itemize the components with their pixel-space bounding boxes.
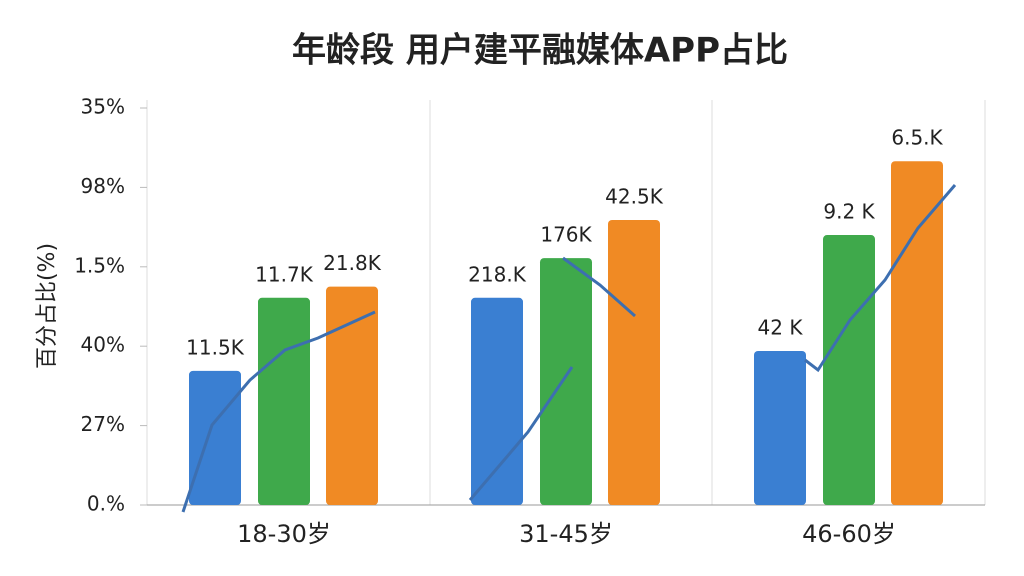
trend-lines	[181, 184, 957, 513]
y-tick-label: 0.%	[87, 492, 125, 516]
x-tick-label: 18-30岁	[237, 520, 331, 548]
x-tick-label: 46-60岁	[802, 520, 896, 548]
trend-line	[562, 256, 636, 318]
bar	[823, 235, 875, 506]
trend-line	[804, 184, 957, 373]
y-tick-label: 35%	[81, 95, 125, 119]
bar	[189, 370, 241, 505]
bar-annotation: 6.5.K	[891, 126, 943, 150]
bar	[471, 297, 523, 505]
bar-annotation: 11.5K	[186, 335, 245, 359]
bar-annotation: 42.5K	[605, 184, 664, 208]
y-axis-label: 百分占比(%)	[35, 243, 60, 369]
trend-line	[468, 366, 574, 501]
separators	[146, 100, 986, 505]
bar-annotation: 42 K	[758, 315, 804, 339]
bar-annotation: 21.8K	[323, 251, 382, 275]
x-tick-label: 31-45岁	[519, 520, 613, 548]
bar	[258, 297, 310, 505]
y-tick-label: 27%	[81, 412, 125, 436]
bar-annotation: 218.K	[468, 262, 527, 286]
bar	[891, 161, 943, 505]
bar	[608, 219, 660, 506]
bar	[754, 350, 806, 505]
trend-line	[181, 310, 376, 513]
bar-annotation: 11.7K	[255, 262, 314, 286]
y-tick-label: 40%	[81, 333, 125, 357]
y-tick-label: 98%	[81, 174, 125, 198]
y-tick-label: 1.5%	[74, 253, 125, 277]
bar	[540, 258, 592, 505]
bar-annotation: 176K	[540, 223, 592, 247]
chart-title: 年龄段 用户建平融媒体APP占比	[292, 31, 788, 71]
bar	[326, 286, 378, 505]
bar-annotation: 9.2 K	[823, 200, 875, 224]
